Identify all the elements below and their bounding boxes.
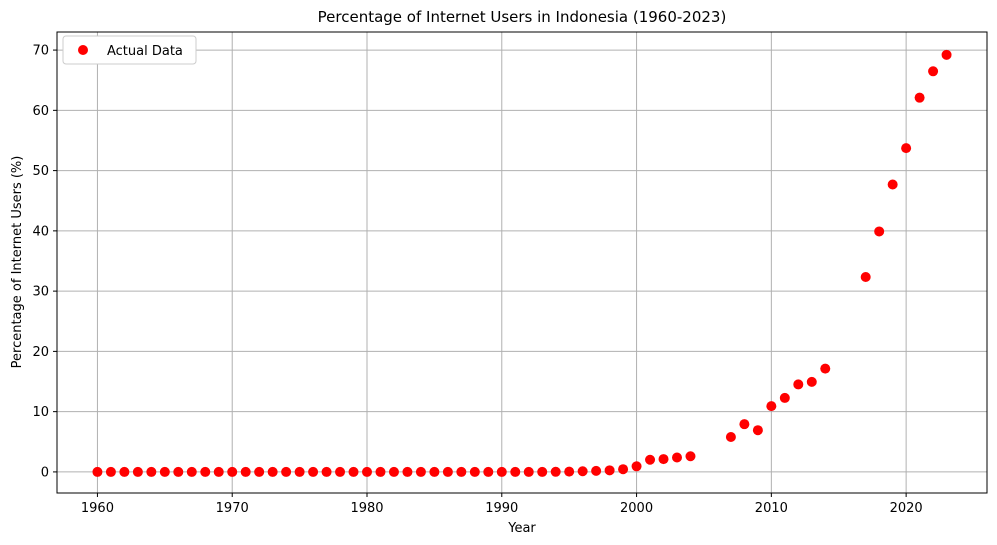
data-point	[874, 226, 885, 237]
data-point	[779, 392, 790, 403]
x-tick-label: 1970	[216, 501, 249, 516]
data-point	[604, 465, 615, 476]
data-point	[132, 466, 143, 477]
data-point	[469, 466, 480, 477]
y-tick-label: 20	[32, 345, 49, 360]
data-point	[321, 466, 332, 477]
data-point	[173, 466, 184, 477]
data-point	[645, 454, 656, 465]
data-point	[941, 49, 952, 60]
data-point	[806, 376, 817, 387]
y-tick-label: 70	[32, 44, 49, 59]
data-point	[928, 66, 939, 77]
data-point	[213, 466, 224, 477]
data-point	[281, 466, 292, 477]
data-point	[550, 466, 561, 477]
data-point	[860, 272, 871, 283]
data-point	[92, 466, 103, 477]
data-point	[442, 466, 453, 477]
plot-area-frame	[56, 31, 988, 494]
data-point	[685, 451, 696, 462]
data-point	[496, 466, 507, 477]
data-point	[200, 466, 211, 477]
x-axis-title: Year	[507, 521, 536, 536]
data-point	[537, 466, 548, 477]
data-point	[308, 466, 319, 477]
y-tick-label: 60	[32, 104, 49, 119]
grid-lines	[57, 32, 987, 493]
data-point	[658, 454, 669, 465]
data-point	[766, 401, 777, 412]
data-point	[348, 466, 359, 477]
data-point	[388, 466, 399, 477]
data-point	[820, 363, 831, 374]
legend-box	[62, 35, 197, 65]
data-point	[577, 466, 588, 477]
data-point	[227, 466, 238, 477]
data-point	[415, 466, 426, 477]
y-axis-title: Percentage of Internet Users (%)	[10, 156, 25, 369]
data-point	[523, 466, 534, 477]
data-point	[752, 425, 763, 436]
y-tick-label: 50	[32, 164, 49, 179]
data-point	[914, 92, 925, 103]
data-point	[631, 461, 642, 472]
data-point	[105, 466, 116, 477]
data-point	[456, 466, 467, 477]
data-point	[618, 464, 629, 475]
data-point	[483, 466, 494, 477]
data-point	[254, 466, 265, 477]
data-point	[186, 466, 197, 477]
data-point	[739, 419, 750, 430]
data-point	[887, 179, 898, 190]
axis-ticks: 1960 1970 1980 1990 2000 2010 2020 0 10 20 30 40 50 6…	[32, 44, 922, 516]
data-point	[159, 466, 170, 477]
data-point	[294, 466, 305, 477]
x-tick-label: 2020	[890, 501, 923, 516]
chart-title: Percentage of Internet Users in Indonesi…	[318, 8, 727, 26]
data-point	[429, 466, 440, 477]
data-point	[375, 466, 386, 477]
data-point	[267, 466, 278, 477]
data-point	[119, 466, 130, 477]
x-tick-label: 1960	[81, 501, 114, 516]
data-point	[591, 465, 602, 476]
x-tick-label: 2010	[755, 501, 788, 516]
data-points	[92, 49, 952, 477]
data-point	[402, 466, 413, 477]
data-point	[510, 466, 521, 477]
data-point	[362, 466, 372, 477]
data-point	[793, 379, 804, 390]
y-tick-label: 10	[32, 405, 49, 420]
legend-marker	[78, 45, 88, 55]
data-point	[725, 432, 736, 443]
legend: Actual Data	[62, 35, 197, 65]
x-tick-label: 2000	[620, 501, 653, 516]
legend-label: Actual Data	[107, 44, 183, 59]
y-tick-label: 30	[32, 285, 49, 300]
data-point	[564, 466, 575, 477]
data-point	[240, 466, 251, 477]
data-point	[335, 466, 346, 477]
x-tick-label: 1990	[485, 501, 518, 516]
y-tick-label: 40	[32, 224, 49, 239]
y-tick-label: 0	[41, 465, 49, 480]
data-point	[901, 143, 912, 154]
data-point	[672, 452, 682, 463]
data-point	[146, 466, 157, 477]
x-tick-label: 1980	[350, 501, 383, 516]
